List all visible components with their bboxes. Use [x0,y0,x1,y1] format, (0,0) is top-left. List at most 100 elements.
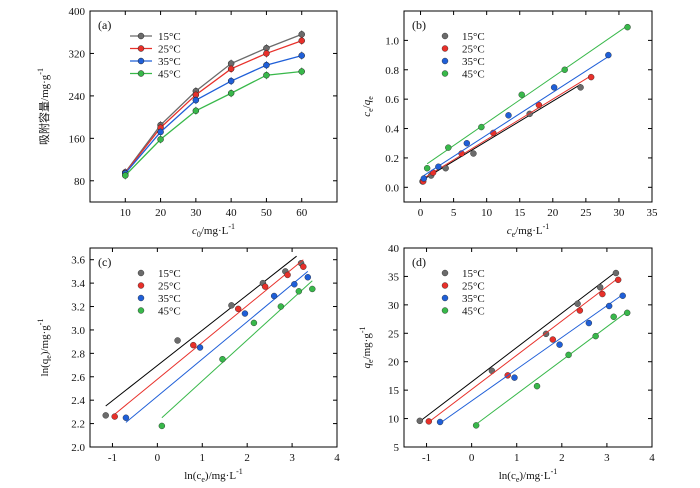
x-tick-label: 5 [451,207,457,219]
data-point [102,412,109,419]
data-point [250,319,258,327]
legend-marker [441,282,449,289]
panel-label: (d) [412,255,426,269]
data-point [219,356,226,363]
y-tick-label: 5 [394,442,400,454]
fit-line [161,280,313,419]
y-tick-label: 3.0 [71,325,85,337]
data-point [234,305,242,313]
series-1 [111,259,307,420]
data-point [277,303,285,310]
data-point [435,163,442,170]
data-point [624,309,631,317]
data-point [157,128,164,136]
y-tick-label: 2.6 [71,372,85,384]
series-line [124,40,302,174]
series-2 [122,51,305,178]
y-tick-label: 25 [388,328,400,340]
plot-frame [89,247,338,448]
series-2 [122,271,312,423]
data-point [304,274,312,281]
data-point [478,123,485,131]
data-point [549,336,556,343]
data-point [295,288,303,295]
panel-a: 10 20 30 40 50 60 80 160 240 320 400 (a) c0/mg·L-1 吸附… [36,6,338,239]
legend-marker [137,282,145,289]
series-2 [436,292,626,426]
series-1 [122,36,305,177]
data-point [576,307,584,314]
data-point [227,89,235,97]
x-tick-label: 3 [289,452,295,464]
data-point [518,91,525,98]
legend-label: 15°C [158,268,181,280]
x-tick-label: 4 [334,452,340,464]
data-point [298,68,305,75]
legend-label: 15°C [158,31,181,43]
y-tick-label: 30 [388,300,400,312]
y-tick-label: 0.8 [385,65,399,77]
data-point [605,302,613,310]
legend-marker [137,307,145,314]
data-point [612,269,620,277]
x-tick-label: 30 [190,207,202,219]
data-point [420,175,428,182]
y-tick-label: 160 [69,133,86,145]
data-point [190,341,197,349]
data-point [619,292,626,299]
panel-c: -1 0 1 2 3 4 2.0 2.2 2.4 2.6 2.8 3.0 3.2 3.4 3.6 (c) ln(… [36,247,340,484]
x-tick-label: 3 [604,452,610,464]
y-tick-label: 3.4 [71,278,85,290]
y-tick-label: 35 [388,271,400,283]
data-point [463,140,471,147]
data-point [577,84,584,91]
data-point [472,422,480,429]
legend-label: 35°C [462,56,485,68]
data-point [227,65,235,73]
data-point [592,332,599,340]
x-axis-label: ln(ce)/mg·L-1 [499,467,558,483]
data-point [111,413,118,420]
data-point [585,319,593,327]
y-tick-label: 20 [388,357,400,369]
legend-label: 45°C [462,69,485,81]
fit-line [419,271,617,422]
x-tick-label: 1 [514,452,520,464]
data-point [263,71,270,79]
series-1 [425,276,622,425]
y-tick-label: 10 [388,414,400,426]
y-tick-label: 80 [74,176,86,188]
data-point [291,281,298,288]
x-tick-label: 20 [155,207,167,219]
x-tick-label: 4 [649,452,655,464]
legend-marker [441,294,449,302]
y-tick-label: 2.2 [71,419,85,431]
x-tick-label: 0 [155,452,161,464]
panel-label: (c) [98,255,111,269]
y-tick-label: 0.6 [385,94,399,106]
y-tick-label: 2.0 [71,442,85,454]
panel-d: -1 0 1 2 3 4 5 10 15 20 25 30 35 40 (d) ln(ce)/mg·L-1 qe… [358,243,655,484]
fit-line [105,255,297,407]
series-0 [122,30,305,177]
data-point [174,337,181,344]
data-point [425,418,432,425]
y-axis-label: qe/mg·g-1 [358,326,375,368]
series-0 [102,255,305,419]
data-point [157,136,164,143]
data-point [122,414,130,421]
y-tick-label: 0.0 [385,182,399,194]
data-point [192,107,200,114]
series-line [124,54,302,174]
legend-marker [137,70,145,77]
x-axis-label: ln(ce)/mg·L-1 [184,467,243,483]
fit-line [125,271,309,423]
y-tick-label: 3.2 [71,302,85,314]
x-tick-label: 0 [469,452,475,464]
legend-marker [441,269,449,277]
data-point [436,418,444,426]
data-point [614,276,622,284]
legend-label: 35°C [462,293,485,305]
legend-marker [441,32,449,40]
